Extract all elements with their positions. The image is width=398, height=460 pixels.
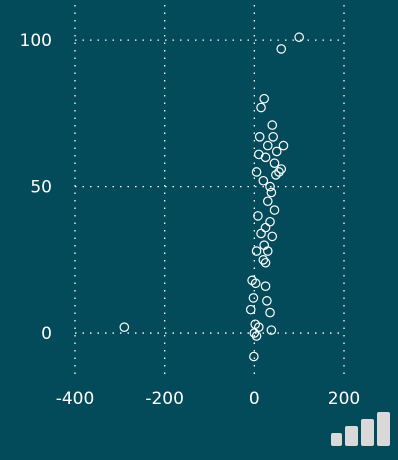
scatter-point xyxy=(265,307,275,318)
scatter-point xyxy=(254,132,265,142)
scatter-point xyxy=(249,328,260,338)
scatter-point xyxy=(251,167,262,177)
scatter-point xyxy=(249,351,259,362)
tick-labels: -400 -200 0 200 0 50 100 xyxy=(20,31,361,409)
x-tick-label: 0 xyxy=(249,389,260,409)
y-tick-label: 0 xyxy=(41,324,52,344)
y-tick-label: 100 xyxy=(20,31,52,51)
x-tick-label: 200 xyxy=(328,389,360,409)
scatter-point xyxy=(262,246,273,256)
scatter-point xyxy=(267,120,278,130)
scatter-point xyxy=(245,304,256,315)
scatter-point xyxy=(259,93,269,104)
scatter-point xyxy=(251,246,262,256)
grid-layer xyxy=(74,5,345,377)
scatter-point xyxy=(274,167,284,177)
y-tick-label: 50 xyxy=(30,178,52,198)
scatter-point xyxy=(262,140,273,151)
scatter-point xyxy=(262,296,272,306)
scatter-point xyxy=(258,255,269,265)
scatter-point xyxy=(276,164,287,174)
scatter-point xyxy=(119,322,130,333)
scatter-point xyxy=(267,231,278,242)
scatter-point xyxy=(251,331,262,341)
scatter-point xyxy=(266,187,277,198)
scatter-point xyxy=(253,211,263,221)
scatter-point xyxy=(265,181,275,192)
scatter-point xyxy=(269,205,280,215)
scatter-point xyxy=(260,281,271,291)
scatter-point xyxy=(248,293,259,303)
scatter-point xyxy=(256,102,266,113)
scatter-point xyxy=(278,140,289,151)
scatter-point xyxy=(260,222,271,233)
scatter-point xyxy=(260,257,271,268)
scatter-point xyxy=(265,216,275,227)
signal-bars-icon xyxy=(331,412,390,446)
scatter-point xyxy=(294,32,304,43)
scatter-point xyxy=(250,278,261,289)
scatter-point xyxy=(276,44,287,54)
scatter-point xyxy=(256,228,266,239)
scatter-point xyxy=(271,170,281,180)
scatter-point xyxy=(266,325,277,335)
scatter-point xyxy=(258,175,269,186)
scatter-point xyxy=(268,132,278,142)
points-layer xyxy=(119,32,304,362)
scatter-point xyxy=(260,152,271,163)
x-tick-label: -400 xyxy=(56,389,95,409)
scatter-point xyxy=(262,196,273,207)
x-tick-label: -200 xyxy=(145,389,184,409)
scatter-point xyxy=(271,146,282,157)
scatter-point xyxy=(269,158,280,168)
